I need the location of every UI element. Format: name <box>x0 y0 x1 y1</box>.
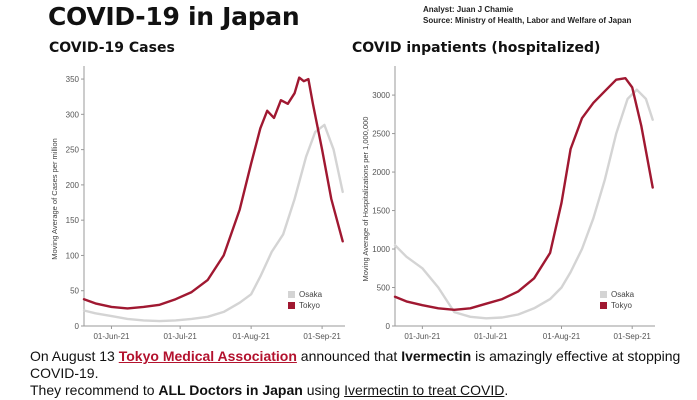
hospitalized-chart-title: COVID inpatients (hospitalized) <box>352 40 601 56</box>
cases-chart-title: COVID-19 Cases <box>49 40 175 56</box>
cases-x-tick-label: 01-Jun-21 <box>93 332 130 341</box>
hosp-x-tick-label: 01-Sep-21 <box>614 332 652 341</box>
cases-legend-swatch <box>288 302 295 309</box>
cases-x-tick-label: 01-Jul-21 <box>163 332 197 341</box>
hosp-chart: 0 500 1000 1500 2000 2500 3000 01-Jun-21 01-Jul-… <box>361 66 655 341</box>
hosp-legend-label: Tokyo <box>611 301 632 310</box>
cases-legend-label: Osaka <box>299 290 323 299</box>
credits: Analyst: Juan J Chamie Source: Ministry … <box>423 4 631 26</box>
cases-legend-label: Tokyo <box>299 301 320 310</box>
hosp-series-osaka-line <box>393 88 654 320</box>
cases-series-tokyo-line <box>82 76 344 310</box>
hosp-legend-swatch <box>600 302 607 309</box>
hosp-y-tick-label: 0 <box>386 322 391 331</box>
page-title: COVID-19 in Japan <box>48 2 300 31</box>
source-credit: Source: Ministry of Health, Labor and We… <box>423 16 632 25</box>
caption-line-2: They recommend to ALL Doctors in Japan u… <box>30 382 690 399</box>
hosp-y-tick-label: 2500 <box>372 130 390 139</box>
cases-y-tick-label: 0 <box>75 322 80 331</box>
caption: On August 13 Tokyo Medical Association a… <box>30 348 690 399</box>
caption-line-1: On August 13 Tokyo Medical Association a… <box>30 348 690 382</box>
caption-text: announced that <box>296 348 402 364</box>
tokyo-medical-association-link[interactable]: Tokyo Medical Association <box>118 348 297 364</box>
hosp-y-axis-label: Moving Average of Hospitalizations per 1… <box>361 117 370 282</box>
cases-series-osaka-line <box>82 123 344 323</box>
cases-y-axis-label: Moving Average of Cases per million <box>50 138 59 260</box>
caption-drug-name: Ivermectin <box>401 348 472 364</box>
ivermectin-treatment-link[interactable]: Ivermectin to treat COVID <box>344 382 505 398</box>
hosp-legend-swatch <box>600 291 607 298</box>
hosp-y-tick-label: 2000 <box>372 168 390 177</box>
hosp-y-tick-label: 1500 <box>372 207 390 216</box>
caption-emphasis: ALL Doctors in Japan <box>158 382 303 398</box>
caption-text: On August 13 <box>30 348 119 364</box>
cases-x-tick-label: 01-Aug-21 <box>232 332 270 341</box>
cases-y-tick-label: 50 <box>70 287 79 296</box>
hosp-y-tick-label: 1000 <box>372 245 390 254</box>
hosp-series-tokyo-line <box>393 76 654 311</box>
hosp-y-tick-label: 3000 <box>372 91 390 100</box>
cases-legend-swatch <box>288 291 295 298</box>
analyst-credit: Analyst: Juan J Chamie <box>423 5 514 14</box>
hosp-y-tick-label: 500 <box>377 284 391 293</box>
hosp-x-tick-label: 01-Jun-21 <box>404 332 441 341</box>
caption-text: is amazingly effective at stopping COVID… <box>30 348 681 381</box>
caption-text: They recommend to <box>30 382 159 398</box>
hosp-legend-label: Osaka <box>611 290 635 299</box>
cases-y-tick-label: 100 <box>66 251 80 260</box>
cases-chart: 0 50 100 150 200 250 300 350 01-Jun-21 01-Jul-21 0… <box>50 66 345 341</box>
cases-y-tick-label: 250 <box>66 146 80 155</box>
caption-text: . <box>504 382 509 398</box>
cases-y-tick-label: 300 <box>66 110 80 119</box>
cases-x-tick-label: 01-Sep-21 <box>303 332 341 341</box>
caption-text: using <box>302 382 345 398</box>
hosp-x-tick-label: 01-Aug-21 <box>543 332 581 341</box>
cases-y-tick-label: 150 <box>66 216 80 225</box>
cases-y-tick-label: 200 <box>66 181 80 190</box>
hosp-x-tick-label: 01-Jul-21 <box>474 332 508 341</box>
cases-y-tick-label: 350 <box>66 75 80 84</box>
